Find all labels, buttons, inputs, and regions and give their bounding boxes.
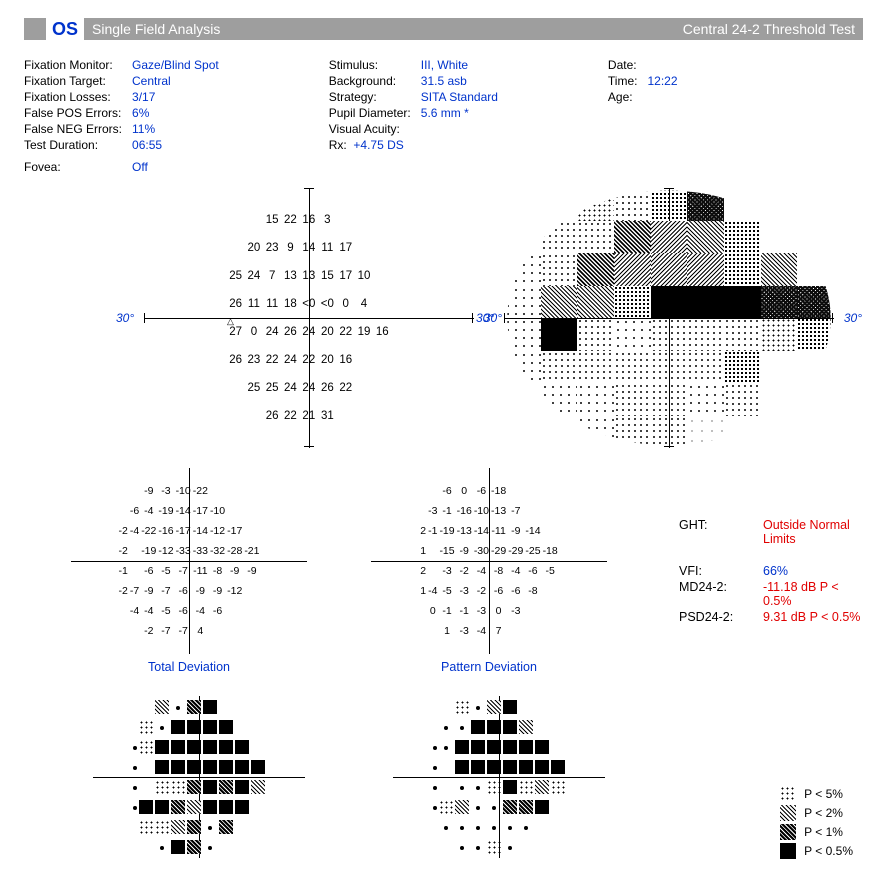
val-age (647, 90, 677, 104)
md-label: MD24-2: (679, 580, 745, 608)
val-false-neg: 11% (132, 122, 219, 136)
threshold-plot: 30° 30° 15221632023914111725247131315171… (144, 188, 474, 448)
val-pupil: 5.6 mm * (421, 106, 498, 120)
val-false-pos: 6% (132, 106, 219, 120)
fixation-triangle-icon: △ (227, 316, 234, 327)
probability-legend: P < 5% P < 2% P < 1% P < 0.5% (780, 783, 853, 862)
legend-p5: P < 5% (804, 787, 843, 801)
global-indices: GHT: Outside Normal Limits VFI: 66% MD24… (679, 516, 863, 626)
lbl-rx: Rx: +4.75 DS (329, 138, 411, 152)
header-title: Single Field Analysis (92, 21, 220, 37)
lbl-background: Background: (329, 74, 411, 88)
ght-value: Outside Normal Limits (763, 518, 863, 546)
psd-value: 9.31 dB P < 0.5% (763, 610, 860, 624)
lbl-fixation-target: Fixation Target: (24, 74, 122, 88)
legend-p1: P < 1% (804, 825, 843, 839)
pattern-deviation-grid: -60-6-18-3-1-16-10-13-72-1-19-13-14-11-9… (419, 481, 559, 641)
val-fixation-monitor: Gaze/Blind Spot (132, 58, 219, 72)
vfi-value: 66% (763, 564, 788, 578)
legend-sym-p2 (780, 805, 796, 821)
val-background: 31.5 asb (421, 74, 498, 88)
legend-sym-p1 (780, 824, 796, 840)
psd-label: PSD24-2: (679, 610, 745, 624)
lbl-va: Visual Acuity: (329, 122, 411, 136)
lbl-fovea: Fovea: (24, 160, 122, 174)
val-date (647, 58, 677, 72)
row-threshold-grayscale: 30° 30° 15221632023914111725247131315171… (24, 174, 863, 448)
axis-30-left: 30° (116, 311, 134, 325)
vfi-label: VFI: (679, 564, 745, 578)
report-header: OS Single Field Analysis Central 24-2 Th… (24, 18, 863, 40)
lbl-test-duration: Test Duration: (24, 138, 122, 152)
row-deviations: -9-3-10-22-6-4-19-14-17-10-2-4-22-16-17-… (24, 456, 863, 674)
md-value: -11.18 dB P < 0.5% (763, 580, 863, 608)
legend-sym-p5 (780, 786, 796, 802)
header-grey-box (24, 18, 46, 40)
gray-30-left: 30° (476, 311, 494, 325)
total-deviation-plot: -9-3-10-22-6-4-19-14-17-10-2-4-22-16-17-… (59, 456, 319, 666)
pattern-deviation-prob-plot (379, 682, 619, 872)
legend-p05: P < 0.5% (804, 844, 853, 858)
grayscale-heatmap (504, 188, 834, 448)
info-panel: Fixation Monitor: Gaze/Blind Spot Fixati… (24, 58, 863, 174)
ght-label: GHT: (679, 518, 745, 546)
lbl-false-neg: False NEG Errors: (24, 122, 122, 136)
header-test: Central 24-2 Threshold Test (683, 21, 855, 37)
val-test-duration: 06:55 (132, 138, 219, 152)
row-probability (24, 676, 863, 872)
info-col-3: Date: Time: 12:22 Age: (608, 58, 678, 174)
pattern-deviation-prob-grid (432, 697, 566, 857)
header-bar: Single Field Analysis Central 24-2 Thres… (84, 18, 863, 40)
val-va (421, 122, 498, 136)
val-strategy: SITA Standard (421, 90, 498, 104)
val-stimulus: III, White (421, 58, 498, 72)
total-deviation-prob-plot (79, 682, 319, 872)
lbl-strategy: Strategy: (329, 90, 411, 104)
lbl-fixation-monitor: Fixation Monitor: (24, 58, 122, 72)
val-time: 12:22 (647, 74, 677, 88)
lbl-date: Date: (608, 58, 638, 72)
info-col-2: Stimulus: III, White Background: 31.5 as… (329, 58, 498, 174)
grayscale-plot: 30° 30° (504, 188, 834, 448)
lbl-pupil: Pupil Diameter: (329, 106, 411, 120)
threshold-grid: 1522163202391411172524713131517102611111… (227, 206, 392, 430)
legend-p2: P < 2% (804, 806, 843, 820)
legend-sym-p05 (780, 843, 796, 859)
lbl-age: Age: (608, 90, 638, 104)
report-page: OS Single Field Analysis Central 24-2 Th… (0, 0, 887, 896)
gray-30-right: 30° (844, 311, 862, 325)
lbl-false-pos: False POS Errors: (24, 106, 122, 120)
val-fixation-target: Central (132, 74, 219, 88)
total-deviation-grid: -9-3-10-22-6-4-19-14-17-10-2-4-22-16-17-… (118, 481, 261, 641)
eye-label: OS (46, 18, 84, 40)
pattern-deviation-plot: -60-6-18-3-1-16-10-13-72-1-19-13-14-11-9… (359, 456, 619, 666)
total-deviation-prob-grid (132, 697, 266, 857)
val-fixation-losses: 3/17 (132, 90, 219, 104)
lbl-time: Time: (608, 74, 638, 88)
lbl-fixation-losses: Fixation Losses: (24, 90, 122, 104)
info-col-1: Fixation Monitor: Gaze/Blind Spot Fixati… (24, 58, 219, 174)
lbl-stimulus: Stimulus: (329, 58, 411, 72)
val-fovea: Off (132, 160, 219, 174)
